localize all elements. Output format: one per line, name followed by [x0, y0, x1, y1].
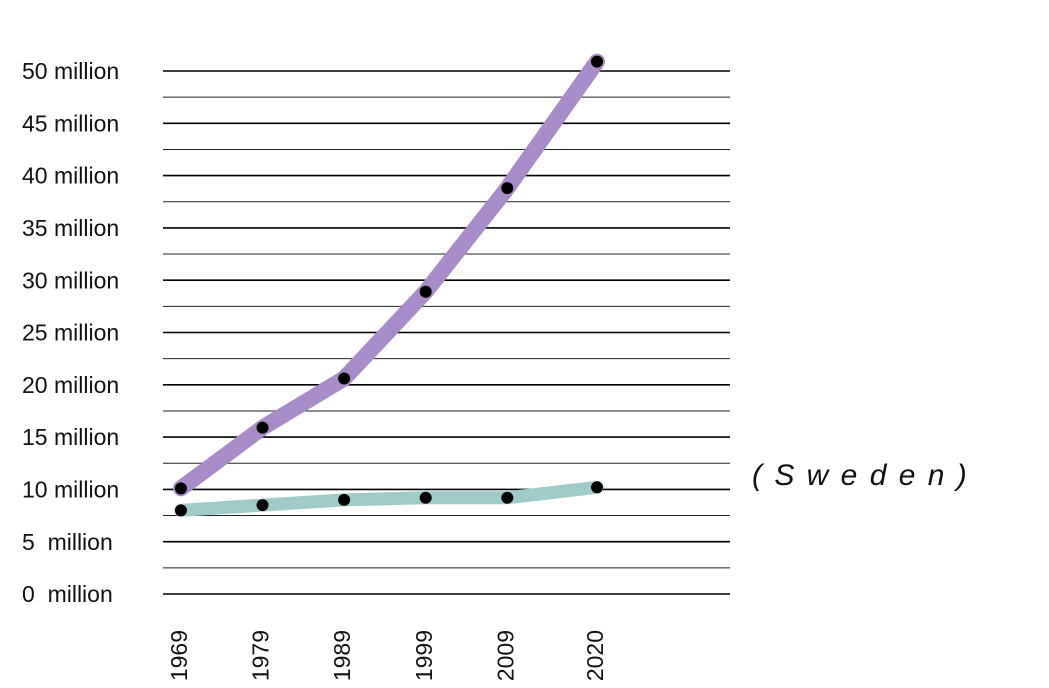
- y-tick-label: 35 million: [22, 215, 119, 241]
- annotation: ( S w e d e n ): [752, 459, 969, 492]
- y-tick-label: 20 million: [22, 372, 119, 398]
- x-tick-label: 2009: [492, 630, 518, 681]
- y-tick-label: 45 million: [22, 110, 119, 136]
- x-tick-label: 1999: [411, 630, 437, 681]
- data-point: [420, 492, 432, 504]
- data-point: [338, 494, 350, 506]
- y-tick-label: 15 million: [22, 424, 119, 450]
- data-point: [501, 182, 513, 194]
- y-tick-label: 25 million: [22, 320, 119, 346]
- chart: ( S w e d e n ) 0 million 5 million 10 mil…: [0, 0, 1049, 688]
- y-tick-label: 50 million: [22, 58, 119, 84]
- data-point: [420, 286, 432, 298]
- y-tick-label: 0 million: [22, 581, 113, 607]
- data-point: [591, 481, 603, 493]
- series-band: [181, 62, 597, 489]
- data-point: [338, 373, 350, 385]
- y-tick-label: 5 million: [22, 529, 113, 555]
- x-tick-label: 1969: [166, 630, 192, 681]
- data-point: [501, 492, 513, 504]
- x-tick-label: 1979: [248, 630, 274, 681]
- series-band: [181, 487, 597, 510]
- x-tick-label: 2020: [582, 630, 608, 681]
- data-point: [591, 56, 603, 68]
- data-point: [175, 504, 187, 516]
- y-tick-label: 10 million: [22, 476, 119, 502]
- data-point: [257, 499, 269, 511]
- y-tick-label: 30 million: [22, 267, 119, 293]
- data-point: [175, 482, 187, 494]
- x-tick-label: 1989: [329, 630, 355, 681]
- data-point: [257, 422, 269, 434]
- y-tick-label: 40 million: [22, 163, 119, 189]
